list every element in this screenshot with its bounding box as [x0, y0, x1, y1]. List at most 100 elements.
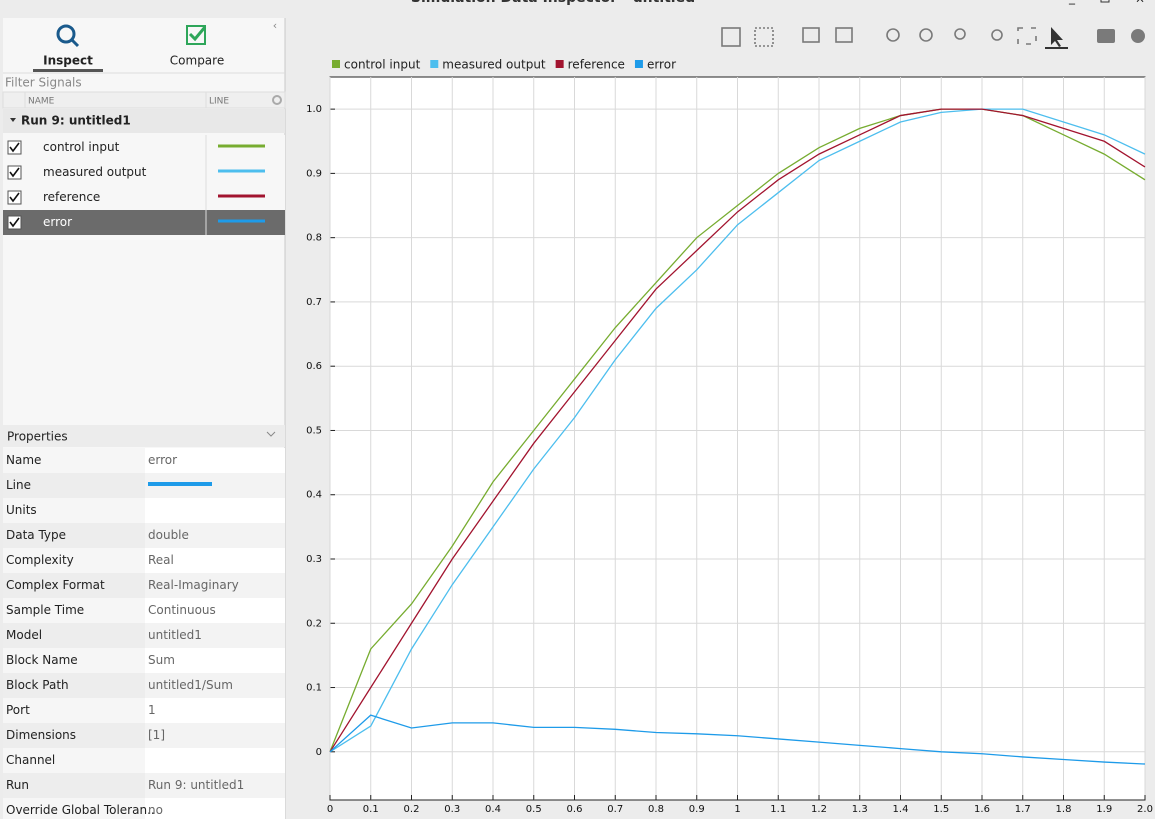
grid-button[interactable]: [754, 27, 774, 47]
cursor-button[interactable]: [1051, 27, 1063, 47]
x-tick-label: 0.2: [404, 804, 420, 815]
column-header: [2, 91, 286, 109]
signal-name: control input: [43, 140, 120, 154]
legend-label: measured output: [442, 58, 546, 72]
property-label: Model: [6, 628, 42, 642]
x-tick-label: 0.5: [526, 804, 542, 815]
minimize-button[interactable]: _: [1068, 0, 1076, 5]
legend-swatch: [634, 60, 643, 68]
property-label-cell: [3, 798, 145, 819]
property-label: Units: [6, 503, 37, 517]
property-label-cell: [3, 723, 145, 748]
checkmark: [9, 192, 20, 203]
property-value: untitled1: [148, 628, 202, 642]
collapse-button[interactable]: ‹: [273, 19, 277, 32]
signal-name: reference: [43, 190, 100, 204]
property-label-cell: [3, 623, 145, 648]
compare-tab[interactable]: Compare: [170, 25, 224, 68]
y-tick-label: 0.8: [306, 233, 322, 244]
zoom-out-button[interactable]: [919, 28, 933, 42]
y-tick-label: 0.9: [306, 168, 322, 179]
checkmark: [9, 217, 20, 228]
tab-label: Inspect: [43, 54, 93, 68]
run-name: Run 9: untitled1: [21, 114, 131, 128]
property-label-cell: [3, 498, 145, 523]
y-tick-label: 0.5: [306, 425, 322, 436]
y-tick-label: 0.2: [306, 618, 322, 629]
property-label-cell: [3, 448, 145, 473]
property-label-cell: [3, 648, 145, 673]
fit-button[interactable]: [1017, 27, 1037, 45]
x-tick-label: 1.4: [893, 804, 909, 815]
active-tab-indicator: [33, 69, 103, 72]
x-tick-label: 0.3: [444, 804, 460, 815]
property-value: Continuous: [148, 603, 216, 617]
legend-swatch: [332, 60, 340, 68]
collapse-properties[interactable]: [266, 431, 276, 437]
x-tick-label: 1.6: [974, 804, 990, 815]
x-tick-label: 2.0: [1137, 804, 1153, 815]
x-tick-label: 1.8: [1056, 804, 1072, 815]
subplot-1-button[interactable]: [802, 27, 820, 43]
legend-swatch: [430, 60, 439, 68]
y-tick-label: 0.3: [306, 554, 322, 565]
run-row[interactable]: [3, 109, 285, 133]
property-value: 1: [148, 703, 156, 717]
filter-input[interactable]: Filter Signals: [5, 76, 82, 90]
inspect-tab[interactable]: Inspect: [33, 24, 103, 72]
property-label: Data Type: [6, 528, 66, 542]
x-tick-label: 1.1: [770, 804, 786, 815]
legend-label: reference: [568, 58, 625, 72]
property-label: Block Path: [6, 678, 69, 692]
property-value: [1]: [148, 728, 165, 742]
settings-button[interactable]: [1131, 29, 1145, 43]
close-button[interactable]: ×: [1135, 0, 1145, 6]
x-tick-label: 0.7: [607, 804, 623, 815]
property-value: Real-Imaginary: [148, 578, 239, 592]
column-name: LINE: [209, 97, 229, 107]
maximize-button[interactable]: [1100, 0, 1110, 3]
property-label-cell: [3, 698, 145, 723]
property-label-cell: [3, 748, 145, 773]
column-settings[interactable]: [272, 95, 282, 105]
zoom-x-button[interactable]: [954, 28, 966, 40]
legend-swatch: [555, 60, 564, 68]
property-label: Dimensions: [6, 728, 76, 742]
window-title: Simulation Data Inspector - untitled: [411, 0, 695, 6]
snapshot-button[interactable]: [1097, 29, 1115, 43]
property-value: no: [148, 803, 163, 817]
expand-arrow[interactable]: [10, 118, 16, 122]
property-label: Override Global Toleran..: [6, 803, 155, 817]
zoom-y-button[interactable]: [991, 29, 1003, 41]
signal-name: error: [43, 215, 72, 229]
subplot-2-button[interactable]: [835, 27, 853, 43]
layout-button[interactable]: [721, 27, 741, 47]
property-value: untitled1/Sum: [148, 678, 233, 692]
zoom-in-button[interactable]: [886, 28, 900, 42]
toolbar: [721, 27, 1145, 49]
x-tick-label: 1.5: [933, 804, 949, 815]
property-label: Complexity: [6, 553, 74, 567]
x-tick-label: 0.1: [363, 804, 379, 815]
inspect-icon: [56, 24, 76, 44]
series-line: [329, 108, 1146, 753]
inspect-icon-handle: [70, 38, 80, 48]
property-label: Block Name: [6, 653, 78, 667]
x-tick-label: 0: [327, 804, 333, 815]
property-label: Name: [6, 453, 41, 467]
property-label-cell: [3, 573, 145, 598]
property-value: error: [148, 453, 177, 467]
y-tick-label: 0.6: [306, 361, 322, 372]
compare-icon: [186, 25, 206, 45]
property-label: Run: [6, 778, 29, 792]
x-tick-label: 0.6: [567, 804, 583, 815]
legend-label: control input: [344, 58, 421, 72]
y-tick-label: 0: [316, 747, 322, 758]
property-label-cell: [3, 473, 145, 498]
legend-label: error: [647, 58, 676, 72]
property-label-cell: [3, 773, 145, 798]
properties-title: Properties: [7, 430, 68, 444]
property-label: Sample Time: [6, 603, 84, 617]
